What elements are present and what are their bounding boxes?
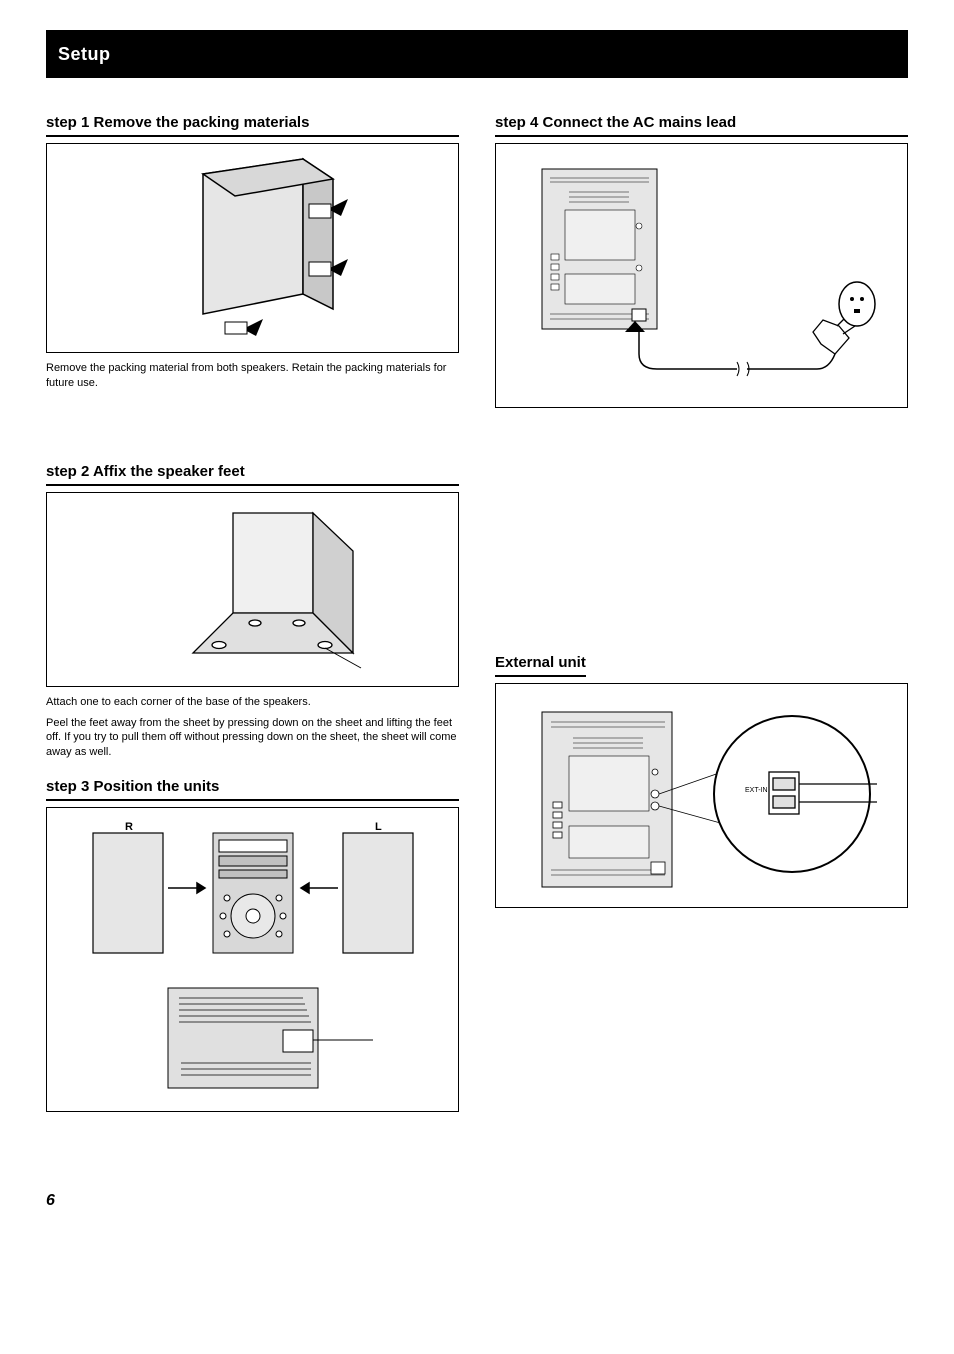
header-bar: Setup — [46, 30, 908, 78]
step5-title: External unit — [495, 654, 586, 677]
step5-svg: EXT-IN — [517, 694, 887, 899]
step4-svg — [517, 154, 887, 399]
label-l: L — [375, 821, 382, 833]
step1-svg — [123, 154, 383, 344]
header-title: Setup — [58, 44, 111, 65]
two-columns: step 1 Remove the packing materials — [46, 96, 908, 1120]
step5-figure: EXT-IN — [495, 683, 908, 908]
page: Setup step 1 Remove the packing material… — [0, 0, 954, 1240]
left-column: step 1 Remove the packing materials — [46, 96, 459, 1120]
step1-figure — [46, 143, 459, 353]
step2-note: Peel the feet away from the sheet by pre… — [46, 716, 459, 761]
ext-in-label: EXT-IN — [745, 787, 768, 794]
step2-svg — [123, 503, 383, 678]
page-number: 6 — [46, 1192, 55, 1210]
step1-body: Remove the packing material from both sp… — [46, 361, 459, 391]
step2-figure — [46, 492, 459, 687]
step3-figure: R L — [46, 807, 459, 1112]
step3-svg: R L — [73, 818, 433, 1103]
right-column: step 4 Connect the AC mains lead — [495, 96, 908, 1120]
step1-title: step 1 Remove the packing materials — [46, 114, 459, 137]
step2-body: Attach one to each corner of the base of… — [46, 695, 459, 710]
step4-figure — [495, 143, 908, 408]
label-r: R — [125, 821, 133, 833]
step2-title: step 2 Affix the speaker feet — [46, 463, 459, 486]
step4-title: step 4 Connect the AC mains lead — [495, 114, 908, 137]
step4-text-block — [495, 416, 908, 636]
step3-title: step 3 Position the units — [46, 778, 459, 801]
